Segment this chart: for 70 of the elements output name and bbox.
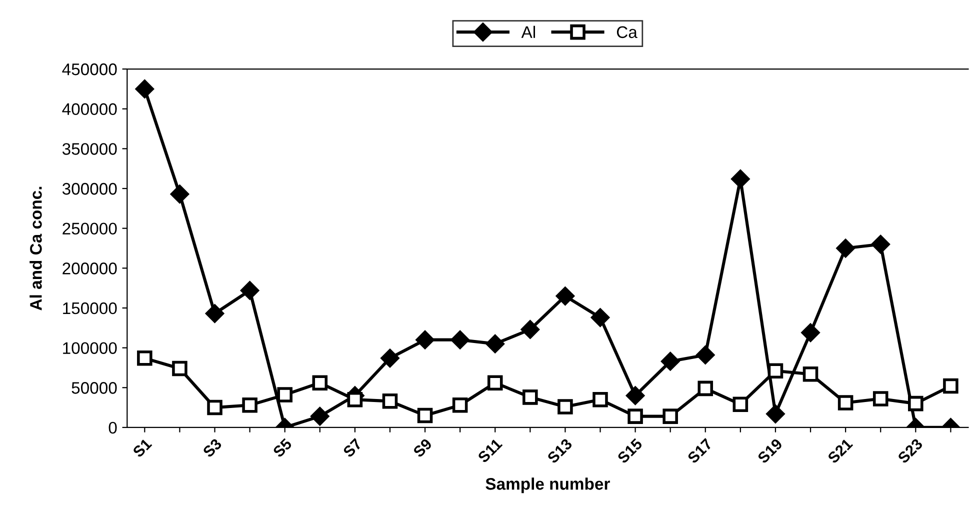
point — [487, 375, 503, 390]
point — [310, 407, 330, 426]
point — [943, 378, 958, 394]
point — [802, 366, 818, 382]
x-tick-label: S13 — [546, 438, 573, 464]
point — [450, 330, 470, 350]
point — [732, 396, 748, 412]
point — [836, 238, 855, 258]
point — [206, 304, 224, 323]
point — [628, 408, 643, 424]
point — [172, 360, 188, 376]
point — [908, 396, 924, 412]
y-tick-label: 350000 — [62, 143, 117, 155]
point — [698, 380, 714, 396]
y-tick-label: 200000 — [62, 262, 117, 274]
x-tick-label: S9 — [412, 438, 433, 458]
x-tick-label: S11 — [477, 438, 503, 464]
point — [872, 391, 888, 406]
x-tick-label: S3 — [202, 438, 222, 458]
point — [207, 400, 222, 416]
point — [416, 330, 434, 350]
point — [731, 170, 750, 188]
y-tick-label: 0 — [108, 422, 117, 434]
point — [661, 352, 680, 371]
point — [242, 398, 258, 413]
point — [592, 392, 608, 408]
y-tick-label: 400000 — [62, 103, 117, 116]
point — [871, 235, 890, 254]
legend-label: Al — [521, 26, 535, 38]
point — [380, 348, 400, 368]
x-axis-title: Sample number — [486, 478, 610, 494]
point — [137, 350, 152, 366]
point — [135, 80, 154, 98]
x-tick-label: S17 — [686, 438, 713, 464]
point — [662, 408, 678, 424]
y-tick-label: 150000 — [63, 302, 117, 314]
point — [240, 281, 260, 300]
x-tick-label: S19 — [756, 438, 784, 464]
point — [312, 375, 328, 390]
point — [558, 399, 573, 414]
point — [591, 308, 610, 327]
point — [838, 395, 854, 410]
point — [768, 363, 784, 379]
point — [277, 387, 292, 402]
x-tick-label: S5 — [272, 438, 292, 458]
y-tick-label: 300000 — [62, 182, 117, 195]
point — [522, 390, 538, 405]
point — [696, 346, 715, 364]
x-tick-label: S21 — [826, 438, 854, 464]
x-tick-label: S23 — [897, 438, 924, 464]
y-axis-title: Al and Ca conc. — [30, 186, 42, 310]
point — [452, 398, 468, 413]
point — [417, 408, 433, 424]
point — [556, 286, 574, 306]
point — [626, 386, 645, 405]
point — [382, 394, 398, 409]
y-tick-label: 100000 — [63, 342, 117, 354]
x-tick-label: S15 — [616, 438, 643, 464]
y-tick-label: 450000 — [62, 63, 117, 76]
x-tick-label: S7 — [342, 438, 362, 458]
x-tick-label: S1 — [132, 438, 152, 458]
y-tick-label: 50000 — [72, 382, 117, 394]
point — [486, 334, 504, 354]
y-tick-label: 250000 — [62, 222, 117, 235]
point — [520, 320, 540, 339]
point — [347, 392, 363, 408]
point — [766, 404, 785, 424]
legend-label: Ca — [616, 26, 638, 38]
point — [801, 323, 820, 342]
point — [170, 184, 189, 204]
